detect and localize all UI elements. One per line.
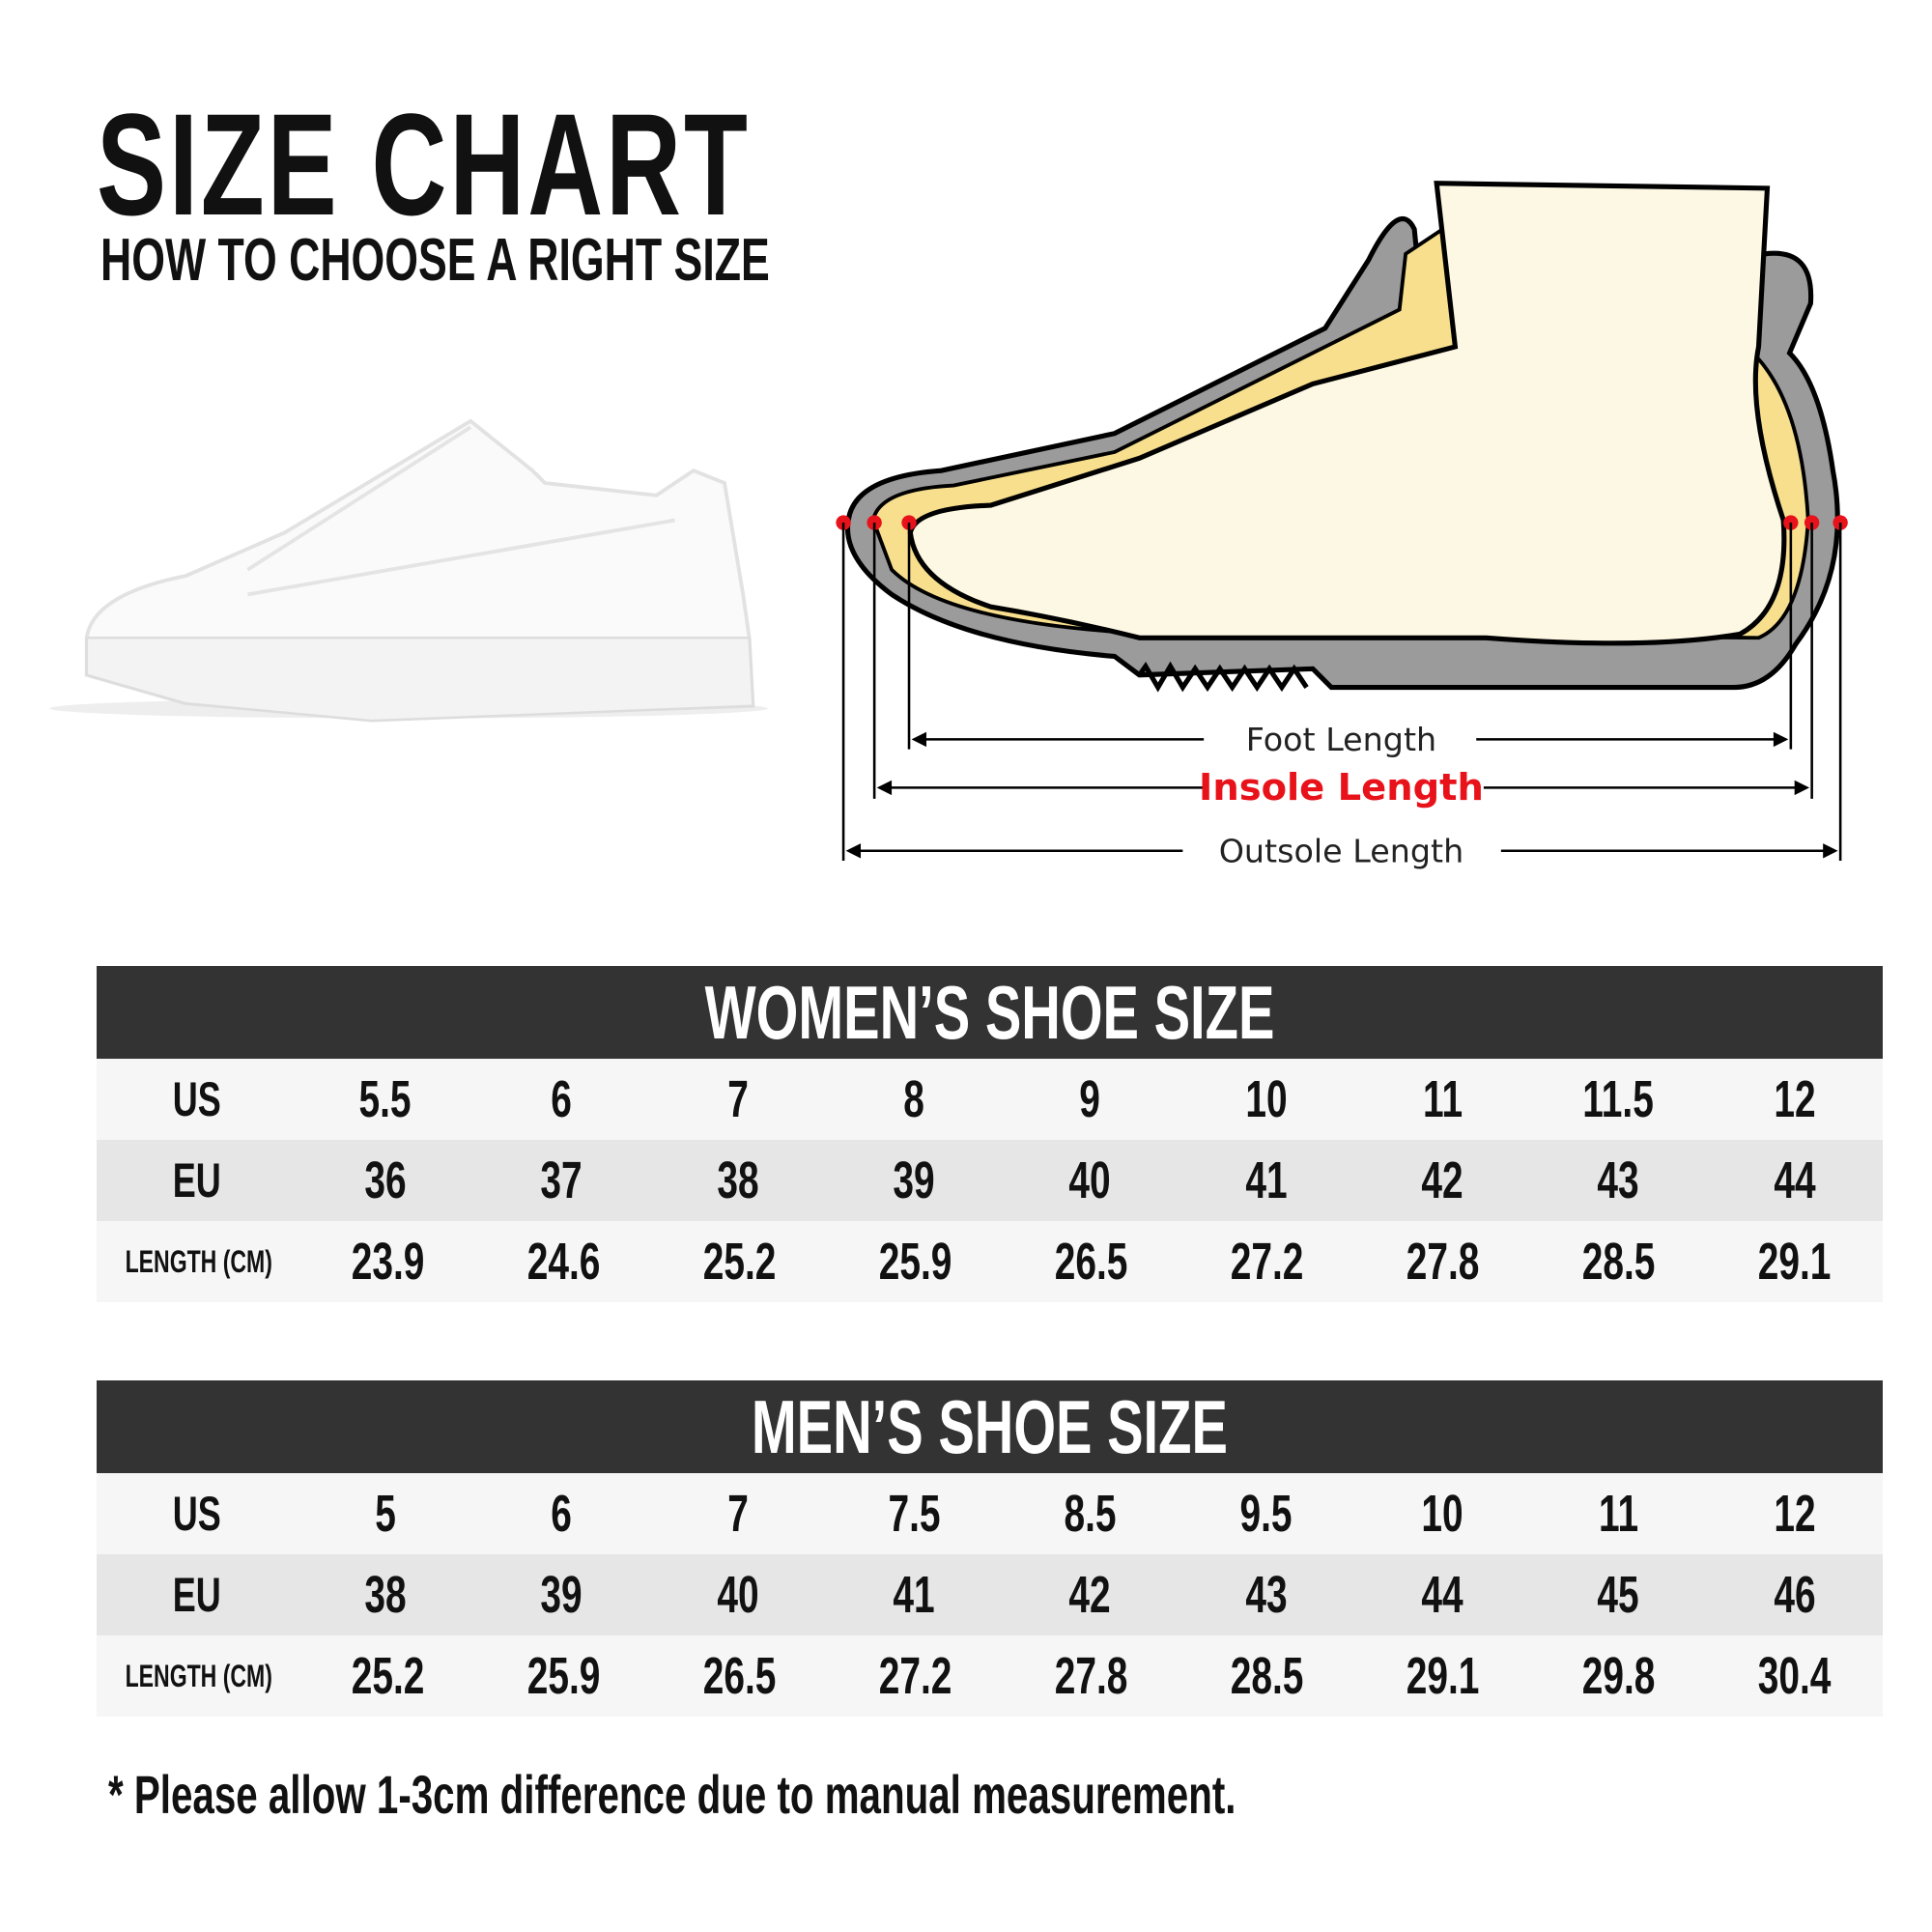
size-cell: 25.2: [351, 1647, 424, 1705]
measurement-note: * Please allow 1-3cm difference due to m…: [108, 1764, 1236, 1825]
size-cell: 41: [1245, 1151, 1288, 1209]
size-cell: 7: [726, 1070, 749, 1128]
men-row: EU 38 39 40 41 42 43 44 45 46: [97, 1554, 1883, 1635]
size-cell: 11: [1422, 1070, 1463, 1128]
size-cell: 45: [1597, 1566, 1640, 1624]
size-cell: 40: [717, 1566, 759, 1624]
size-cell: 44: [1774, 1151, 1816, 1209]
size-cell: 11.5: [1582, 1070, 1655, 1128]
men-table-title: MEN’S SHOE SIZE: [97, 1380, 1883, 1473]
men-row: LENGTH (CM) 25.2 25.9 26.5 27.2 27.8 28.5 29.1 2…: [97, 1635, 1883, 1717]
size-cell: 46: [1774, 1566, 1816, 1624]
row-label: EU: [172, 1153, 221, 1208]
size-cell: 6: [551, 1070, 573, 1128]
size-cell: 29.8: [1581, 1647, 1656, 1705]
size-cell: 36: [364, 1151, 407, 1209]
insole-length-label: Insole Length: [1199, 766, 1484, 810]
size-cell: 28.5: [1581, 1233, 1656, 1291]
size-cell: 41: [893, 1566, 935, 1624]
men-size-table: MEN’S SHOE SIZE US 5 6 7 7.5 8.5 9.5 10 11 12 EU 38…: [97, 1380, 1883, 1717]
size-cell: 42: [1421, 1151, 1463, 1209]
size-cell: 11: [1598, 1485, 1639, 1543]
size-cell: 8.5: [1064, 1485, 1117, 1543]
size-cell: 27.2: [1230, 1233, 1304, 1291]
outsole-length-label: Outsole Length: [1219, 832, 1464, 869]
women-row: US 5.5 6 7 8 9 10 11 11.5 12: [97, 1059, 1883, 1140]
size-cell: 38: [364, 1566, 407, 1624]
size-cell: 28.5: [1230, 1647, 1304, 1705]
size-cell: 39: [540, 1566, 582, 1624]
women-table-title: WOMEN’S SHOE SIZE: [97, 966, 1883, 1059]
size-cell: 27.8: [1406, 1233, 1480, 1291]
size-cell: 9.5: [1239, 1485, 1293, 1543]
page-subtitle: HOW TO CHOOSE A RIGHT SIZE: [100, 227, 770, 294]
size-cell: 42: [1068, 1566, 1112, 1624]
row-label: LENGTH (CM): [125, 1658, 272, 1693]
size-cell: 23.9: [351, 1233, 424, 1291]
size-cell: 6: [551, 1485, 573, 1543]
size-cell: 25.9: [878, 1233, 952, 1291]
size-cell: 43: [1245, 1566, 1288, 1624]
size-cell: 24.6: [526, 1233, 601, 1291]
sneaker-image: [49, 418, 768, 723]
row-label: LENGTH (CM): [125, 1243, 272, 1279]
size-cell: 30.4: [1758, 1647, 1832, 1705]
size-cell: 27.2: [878, 1647, 952, 1705]
row-label: US: [172, 1072, 221, 1126]
size-cell: 5.5: [358, 1070, 412, 1128]
size-cell: 12: [1774, 1070, 1816, 1128]
foot-length-label: Foot Length: [1246, 721, 1436, 758]
men-row: US 5 6 7 7.5 8.5 9.5 10 11 12: [97, 1473, 1883, 1554]
size-cell: 38: [717, 1151, 759, 1209]
women-row: EU 36 37 38 39 40 41 42 43 44: [97, 1140, 1883, 1221]
size-cell: 29.1: [1406, 1647, 1480, 1705]
size-cell: 12: [1774, 1485, 1816, 1543]
size-cell: 5: [375, 1485, 396, 1543]
size-cell: 26.5: [702, 1647, 777, 1705]
size-cell: 43: [1597, 1151, 1640, 1209]
women-size-table: WOMEN’S SHOE SIZE US 5.5 6 7 8 9 10 11 11.5 12 EU 3…: [97, 966, 1883, 1302]
size-cell: 25.9: [526, 1647, 601, 1705]
size-cell: 39: [893, 1151, 935, 1209]
women-row: LENGTH (CM) 23.9 24.6 25.2 25.9 26.5 27.2 27.8 2…: [97, 1221, 1883, 1302]
size-cell: 37: [540, 1151, 582, 1209]
size-cell: 29.1: [1758, 1233, 1832, 1291]
size-cell: 7: [726, 1485, 749, 1543]
size-cell: 7.5: [888, 1485, 941, 1543]
page-title: SIZE CHART: [97, 83, 751, 245]
row-label: US: [172, 1487, 221, 1541]
foot-shoe-diagram: Foot Length Insole Length Outsole Length: [836, 181, 1848, 869]
size-cell: 10: [1421, 1485, 1463, 1543]
size-cell: 44: [1421, 1566, 1463, 1624]
size-cell: 27.8: [1054, 1647, 1128, 1705]
size-cell: 40: [1068, 1151, 1112, 1209]
size-cell: 9: [1079, 1070, 1101, 1128]
size-cell: 10: [1245, 1070, 1288, 1128]
size-cell: 26.5: [1054, 1233, 1128, 1291]
row-label: EU: [172, 1568, 221, 1622]
size-cell: 8: [903, 1070, 924, 1128]
size-cell: 25.2: [702, 1233, 777, 1291]
